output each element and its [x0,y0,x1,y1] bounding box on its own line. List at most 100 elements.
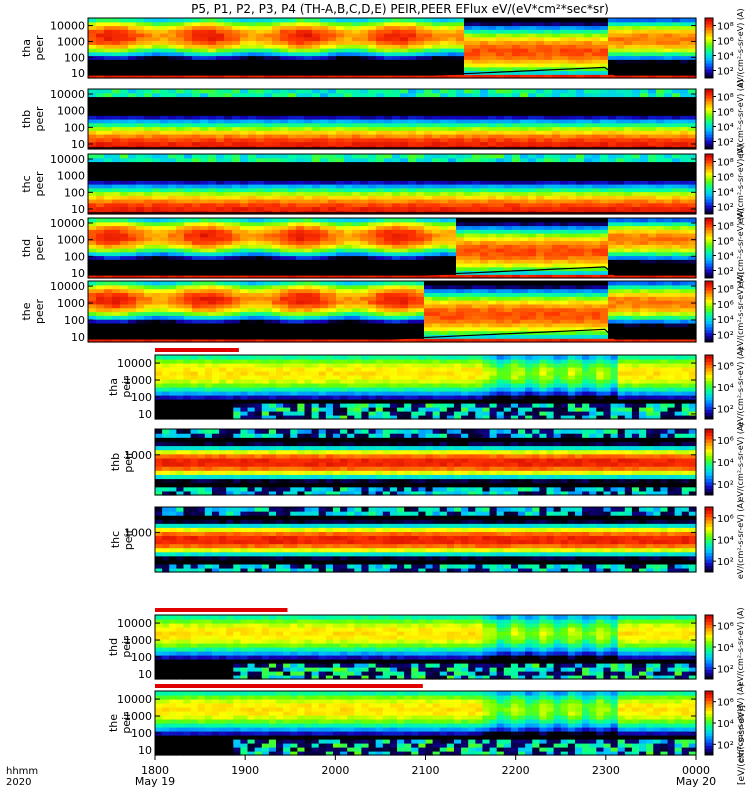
spectrogram-thc-peer [88,154,697,215]
colorbar-tick-label: 10² [717,203,734,214]
colorbar-tick-label: 10² [717,740,734,751]
time-tick-label: 2100 [412,764,440,777]
y-tick-label: 1000 [124,634,152,647]
colorbar-label: eV/(cm²-s-sr-eV) (A) [736,144,745,223]
y-tick-label: 10000 [50,20,85,33]
colorbar-thd-peer: 10² 10⁴ 10⁶ 10⁸ eV/(cm²-s-sr-eV) (A) [704,208,745,288]
panel-species-label: peer [33,171,46,197]
panel-species-label: peir [120,636,133,658]
y-tick-label: 100 [64,121,85,134]
y-tick-label: 100 [64,51,85,64]
colorbar-tick-label: 10⁶ [717,300,734,311]
panel-species-label: peir [122,528,135,550]
panel-probe-label: thb [109,453,122,471]
mode-bar-the [155,684,423,688]
colorbar-tick-label: 10⁶ [717,362,734,373]
spectrogram-thb-peer [88,89,697,150]
y-tick-label: 10000 [50,280,85,293]
panel-probe-label: tha [20,39,33,57]
panel-probe-label: the [107,714,120,732]
panel-probe-label: the [20,302,33,320]
colorbar-tick-label: 10⁶ [717,514,734,525]
panel-thd-peir: 10000 1000 100 10 thd peir 10² 10⁴ 10⁶ eV/(cm²-s-… [107,607,745,686]
colorbar-tick-label: 10⁴ [717,188,734,199]
colorbar-tick-label: 10⁴ [717,123,734,134]
colorbar-thd-peir: 10² 10⁴ 10⁶ eV/(cm²-s-sr-eV) (A) [704,607,745,687]
colorbar-label: eV/(cm²-s-sr-eV) (A) [736,607,745,686]
colorbar-tick-label: 10⁸ [717,93,734,104]
panel-probe-label: tha [107,378,120,396]
y-tick-label: 10000 [117,693,152,706]
colorbar-label: eV/(cm²-s-sr-eV) (A) [736,347,745,426]
colorbar-label: eV/(cm²-s-sr-eV) (A) [736,422,745,501]
time-tick-label: 0000 [682,764,710,777]
colorbar-label: eV/(cm²-s-sr-eV) (A) [736,8,745,87]
y-tick-label: 1000 [124,449,152,462]
potential-curve-tha [88,66,696,76]
y-tick-label: 100 [64,250,85,263]
time-tick-label: 2200 [502,764,530,777]
panel-probe-label: thc [109,531,122,548]
colorbar-tick-label: 10² [717,67,734,78]
colorbar-tick-label: 10² [717,664,734,675]
y-tick-label: 1000 [57,105,85,118]
y-tick-label: 1000 [124,526,152,539]
spectrogram-thc-peir [155,507,697,573]
colorbar-tick-label: 10⁸ [717,222,734,233]
colorbar-thc-peer: 10² 10⁴ 10⁶ 10⁸ eV/(cm²-s-sr-eV) (A) [704,144,745,224]
colorbar-label: eV/(cm²-s-sr-eV) (A) [736,272,745,351]
y-tick-label: 1000 [57,170,85,183]
y-tick-label: 10 [71,203,85,216]
panel-frame [154,428,697,496]
colorbar-tick-label: 10⁴ [717,536,734,547]
panel-frame [154,614,697,680]
panel-probe-label: thc [20,175,33,192]
mode-bar-thd [155,608,288,612]
y-tick-label: 10 [71,67,85,80]
colorbar-tick-label: 10⁶ [717,436,734,447]
colorbar-tick-label: 10² [717,557,734,568]
spectrogram-thd-peir [155,615,697,680]
time-tick-label: 1900 [231,764,259,777]
y-tick-label: 10 [138,744,152,757]
panel-probe-label: thd [20,239,33,257]
colorbar-tick-label: 10⁴ [717,252,734,263]
colorbar-label: eV/(cm²-s-sr-eV) (A) [736,683,745,762]
spectrogram-the-peir [155,691,697,756]
time-tick-label: 1800 [141,764,169,777]
colorbar-label: eV/(cm²-s-sr-eV) (A) [736,79,745,158]
y-tick-label: 1000 [57,297,85,310]
panel-the-peer: 10000 1000 100 10 the peer 10² 10⁴ 10⁶ 10⁸ eV/(cm²… [20,272,745,351]
colorbar-tick-label: 10⁶ [717,622,734,633]
panel-thc-peer: 10000 1000 100 10 thc peer 10² 10⁴ 10⁶ 10⁸ eV/(cm²… [20,144,745,223]
y-tick-label: 10000 [50,88,85,101]
panel-frame [87,153,697,215]
colorbar-tick-label: 10⁴ [717,315,734,326]
colorbar-tick-label: 10⁴ [717,52,734,63]
spectrogram-the-peer [88,281,697,343]
panel-thb-peer: 10000 1000 100 10 thb peer 10² 10⁴ 10⁶ 10⁸ eV/(cm²… [20,79,745,158]
colorbar-tick-label: 10² [717,267,734,278]
potential-curve-thd [88,266,696,276]
colorbar-tick-label: 10² [717,404,734,415]
colorbar-tick-label: 10² [717,330,734,341]
y-tick-label: 1000 [124,374,152,387]
colorbar-tick-label: 10⁶ [717,108,734,119]
colorbar-label: eV/(cm²-s-sr-eV) (A) [736,208,745,287]
time-tick-label: 2000 [321,764,349,777]
panel-species-label: peir [122,451,135,473]
panel-tha-peer: 10000 1000 100 10 tha peer 10² 10⁴ 10⁶ 10⁸ eV/(cm²… [20,8,745,87]
panel-probe-label: thd [107,638,120,656]
panel-frame [87,217,697,279]
time-label-year: 2020 [6,777,31,788]
colorbar-the-peir: 10² 10⁴ 10⁶ eV/(cm²-s-sr-eV) (A) [704,683,745,763]
colorbar-tick-label: 10⁴ [717,458,734,469]
colorbar-thb-peir: 10² 10⁴ 10⁶ eV/(cm²-s-sr-eV) (A) [704,422,745,502]
panel-frame [154,354,697,420]
colorbar-tha-peir: 10² 10⁴ 10⁶ eV/(cm²-s-sr-eV) (A) [704,347,745,427]
y-tick-label: 10000 [50,217,85,230]
y-tick-label: 10 [71,138,85,151]
